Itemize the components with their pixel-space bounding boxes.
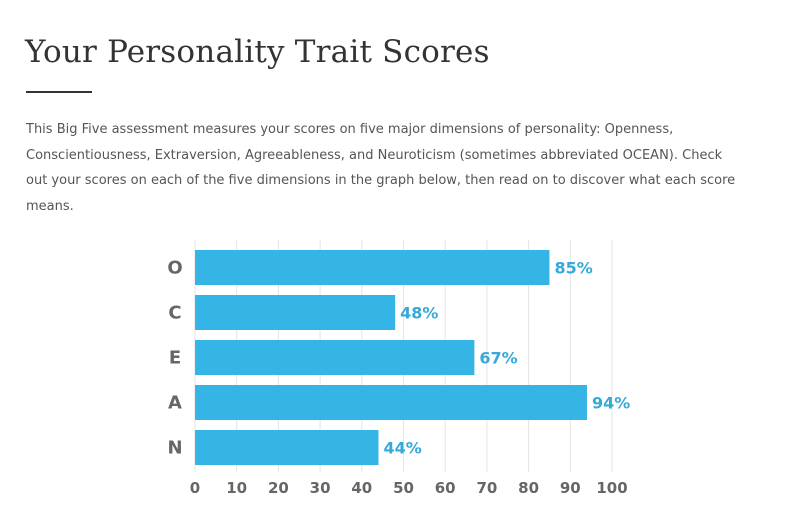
category-label-o: O [167, 258, 182, 279]
value-label-a: 94% [592, 394, 630, 413]
page-title: Your Personality Trait Scores [25, 34, 490, 70]
bar-a [195, 385, 587, 420]
value-label-e: 67% [479, 349, 517, 368]
value-label-o: 85% [554, 259, 592, 278]
x-tick-label-80: 80 [518, 479, 539, 497]
bar-o [195, 250, 550, 285]
x-tick-label-100: 100 [596, 479, 627, 497]
category-label-a: A [168, 393, 182, 414]
x-tick-label-20: 20 [268, 479, 289, 497]
x-tick-label-10: 10 [226, 479, 247, 497]
x-tick-label-0: 0 [190, 479, 200, 497]
title-underline [26, 91, 92, 93]
value-label-c: 48% [400, 304, 438, 323]
x-tick-label-70: 70 [476, 479, 497, 497]
bar-n [195, 430, 379, 465]
x-tick-label-30: 30 [310, 479, 331, 497]
x-tick-label-60: 60 [435, 479, 456, 497]
trait-score-chart: 0 10 20 30 40 50 60 70 80 90 100 O 85% C 48% E 67% A 94% N 4… [167, 240, 630, 498]
x-tick-label-40: 40 [351, 479, 372, 497]
x-tick-label-90: 90 [560, 479, 581, 497]
value-label-n: 44% [383, 439, 421, 458]
bar-c [195, 295, 396, 330]
bar-e [195, 340, 475, 375]
category-label-n: N [167, 438, 182, 459]
x-tick-label-50: 50 [393, 479, 414, 497]
bars [195, 250, 587, 465]
category-label-c: C [168, 303, 181, 324]
intro-paragraph: This Big Five assessment measures your s… [26, 122, 736, 214]
category-label-e: E [169, 348, 181, 369]
labels: 0 10 20 30 40 50 60 70 80 90 100 O 85% C 48% E 67% A 94% N 4… [167, 258, 630, 498]
